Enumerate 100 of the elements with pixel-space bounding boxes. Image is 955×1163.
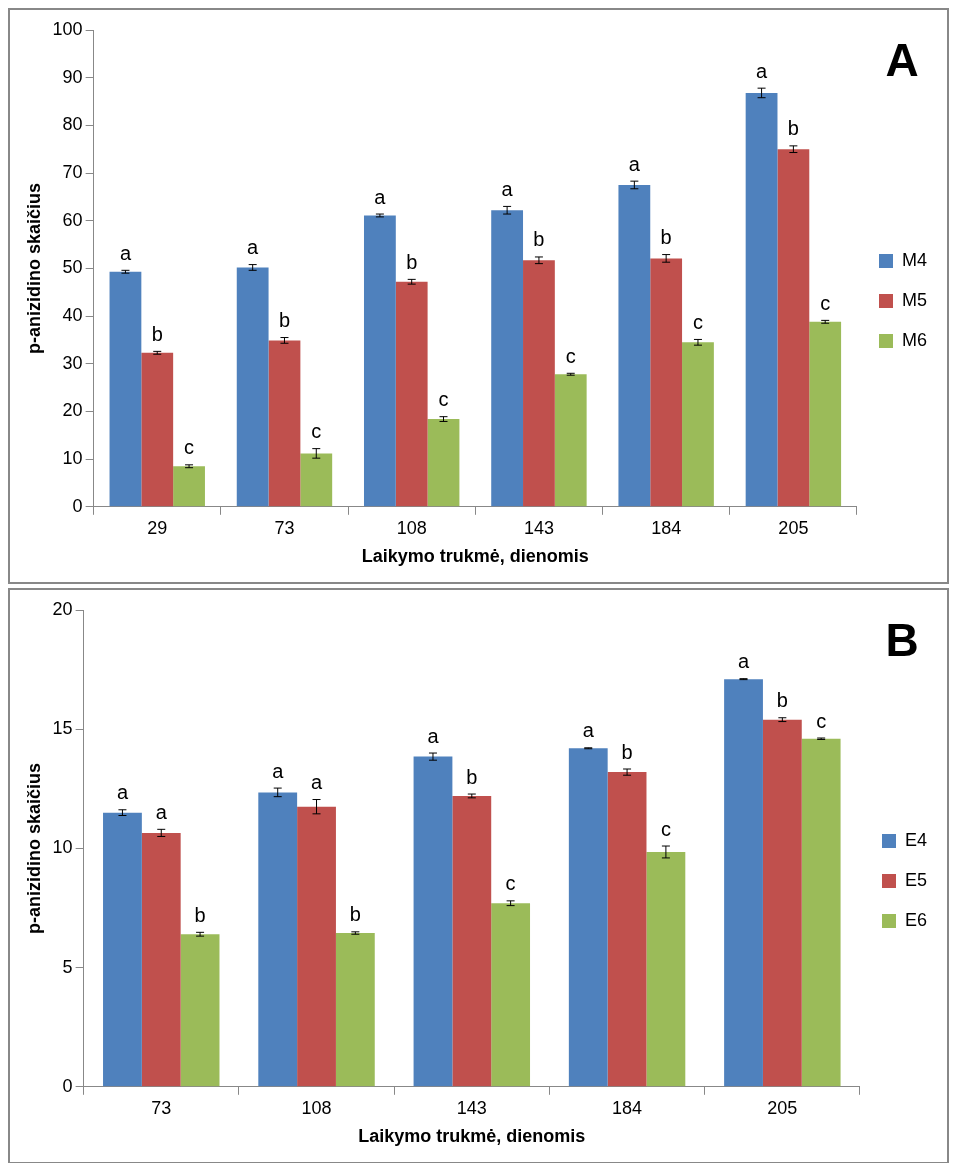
bar [682, 342, 714, 507]
data-label: c [816, 709, 827, 732]
bar [452, 795, 492, 1087]
data-label: a [737, 650, 750, 673]
bar [427, 419, 460, 507]
data-label: a [427, 724, 440, 747]
bar [618, 184, 651, 507]
bar [745, 92, 778, 507]
bar [413, 756, 453, 1087]
y-tick-label: 90 [62, 66, 83, 87]
y-tick-label: 10 [52, 837, 73, 858]
bar [103, 812, 142, 1087]
data-label: c [565, 344, 576, 367]
bar [809, 321, 842, 507]
bar [180, 934, 220, 1087]
bar [141, 832, 181, 1087]
bar [335, 933, 375, 1087]
bar [801, 738, 841, 1087]
data-label: a [272, 759, 285, 782]
data-label: a [501, 177, 514, 200]
bar [268, 340, 301, 507]
data-label: b [776, 689, 788, 712]
x-axis-title: Laikymo trukmė, dienomis [361, 546, 589, 567]
y-axis-title: p-anizidino skaičius [23, 182, 44, 354]
y-tick-label: 50 [62, 257, 83, 278]
bar [491, 903, 531, 1087]
data-label: c [505, 872, 516, 895]
data-label: a [310, 771, 323, 794]
x-axis-title: Laikymo trukmė, dienomis [358, 1126, 586, 1147]
y-tick-label: 40 [62, 305, 83, 326]
bar [173, 466, 205, 507]
y-tick-label: 10 [62, 448, 83, 469]
bar [109, 271, 142, 507]
data-label: a [155, 800, 168, 823]
y-tick-label: 20 [52, 598, 73, 619]
data-label: a [756, 59, 769, 82]
data-label: b [533, 228, 545, 251]
x-tick-label: 143 [456, 1097, 487, 1118]
bar [554, 374, 587, 507]
x-tick-label: 205 [778, 517, 809, 538]
data-label: b [660, 226, 672, 249]
bar [762, 719, 802, 1087]
x-tick-label: 73 [151, 1097, 172, 1118]
data-label: c [692, 310, 703, 333]
data-label: b [349, 903, 361, 926]
x-tick-label: 108 [301, 1097, 332, 1118]
data-label: c [184, 436, 195, 459]
x-tick-label: 184 [651, 517, 682, 538]
x-tick-label: 108 [396, 517, 427, 538]
data-label: a [247, 236, 260, 259]
data-label: c [438, 388, 449, 411]
data-label: b [621, 740, 633, 763]
y-tick-label: 15 [52, 718, 73, 739]
bar [141, 352, 174, 507]
legend-label: E6 [904, 909, 928, 930]
y-tick-label: 0 [62, 1075, 73, 1096]
bar [236, 267, 269, 507]
bar [724, 679, 763, 1087]
y-tick-label: 70 [62, 162, 83, 183]
data-label: b [787, 117, 799, 140]
data-label: a [119, 241, 132, 264]
y-tick-label: 20 [62, 400, 83, 421]
bar [297, 806, 336, 1087]
y-tick-label: 80 [62, 114, 83, 135]
data-label: b [194, 903, 206, 926]
text: A [885, 33, 919, 86]
data-label: c [311, 420, 322, 443]
bar [491, 210, 524, 507]
legend-label: M4 [902, 249, 928, 270]
x-tick-label: 29 [147, 517, 168, 538]
y-tick-label: 30 [62, 352, 83, 373]
bar [650, 258, 683, 507]
legend-label: M5 [902, 289, 928, 310]
bar [607, 772, 647, 1087]
data-label: a [582, 719, 595, 742]
y-tick-label: 0 [72, 495, 83, 516]
data-label: a [628, 152, 641, 175]
data-label: a [374, 185, 387, 208]
data-label: c [820, 291, 831, 314]
legend-label: M6 [902, 329, 928, 350]
bar [363, 215, 396, 507]
bar [395, 281, 428, 507]
bar [568, 748, 608, 1087]
text: B [885, 613, 919, 666]
y-tick-label: 5 [62, 956, 73, 977]
data-label: c [660, 817, 671, 840]
data-label: b [278, 309, 291, 332]
legend-label: E5 [904, 869, 928, 890]
bar [646, 851, 686, 1087]
y-tick-label: 100 [52, 18, 83, 39]
x-tick-label: 73 [274, 517, 295, 538]
x-tick-label: 205 [767, 1097, 798, 1118]
y-axis-title: p-anizidino skaičius [23, 762, 44, 934]
bar [258, 792, 298, 1087]
legend-label: E4 [904, 829, 928, 850]
x-tick-label: 184 [612, 1097, 643, 1118]
bar [523, 260, 555, 507]
x-tick-label: 143 [523, 517, 554, 538]
bar [300, 453, 333, 507]
data-label: a [116, 781, 129, 804]
